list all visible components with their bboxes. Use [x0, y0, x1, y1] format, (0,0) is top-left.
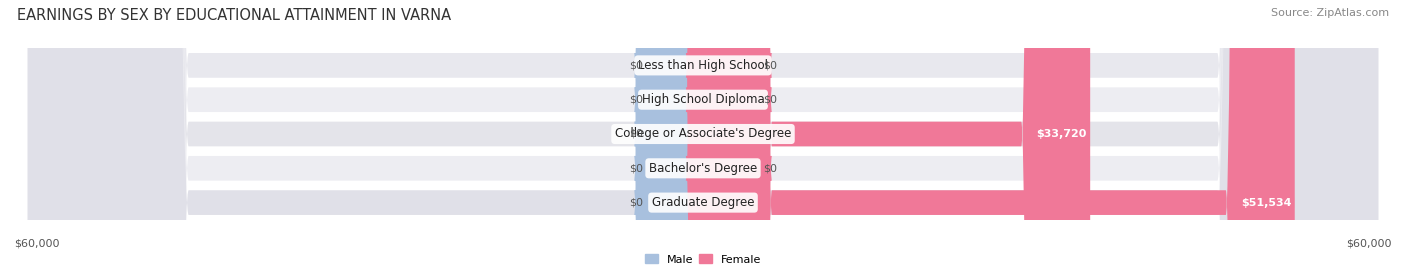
FancyBboxPatch shape [634, 0, 720, 268]
FancyBboxPatch shape [686, 0, 772, 268]
Text: Bachelor's Degree: Bachelor's Degree [650, 162, 756, 175]
Text: $0: $0 [763, 163, 778, 173]
Text: $0: $0 [763, 60, 778, 70]
FancyBboxPatch shape [703, 0, 1090, 268]
FancyBboxPatch shape [634, 0, 720, 268]
Text: $0: $0 [628, 95, 643, 105]
Text: College or Associate's Degree: College or Associate's Degree [614, 128, 792, 140]
FancyBboxPatch shape [28, 0, 1378, 268]
Text: Graduate Degree: Graduate Degree [652, 196, 754, 209]
FancyBboxPatch shape [28, 0, 1378, 268]
Text: Less than High School: Less than High School [638, 59, 768, 72]
Text: High School Diploma: High School Diploma [641, 93, 765, 106]
FancyBboxPatch shape [634, 0, 720, 268]
Text: $33,720: $33,720 [1036, 129, 1087, 139]
Text: $0: $0 [628, 60, 643, 70]
FancyBboxPatch shape [28, 0, 1378, 268]
Text: $51,534: $51,534 [1240, 198, 1291, 208]
Text: $60,000: $60,000 [14, 239, 59, 249]
FancyBboxPatch shape [634, 0, 720, 268]
Text: $60,000: $60,000 [1347, 239, 1392, 249]
Text: $0: $0 [628, 129, 643, 139]
FancyBboxPatch shape [686, 0, 772, 268]
Text: $0: $0 [628, 198, 643, 208]
Text: $0: $0 [628, 163, 643, 173]
FancyBboxPatch shape [28, 0, 1378, 268]
Text: Source: ZipAtlas.com: Source: ZipAtlas.com [1271, 8, 1389, 18]
FancyBboxPatch shape [634, 0, 720, 268]
Text: EARNINGS BY SEX BY EDUCATIONAL ATTAINMENT IN VARNA: EARNINGS BY SEX BY EDUCATIONAL ATTAINMEN… [17, 8, 451, 23]
FancyBboxPatch shape [686, 0, 772, 268]
FancyBboxPatch shape [703, 0, 1295, 268]
Legend: Male, Female: Male, Female [640, 250, 766, 268]
Text: $0: $0 [763, 95, 778, 105]
FancyBboxPatch shape [28, 0, 1378, 268]
